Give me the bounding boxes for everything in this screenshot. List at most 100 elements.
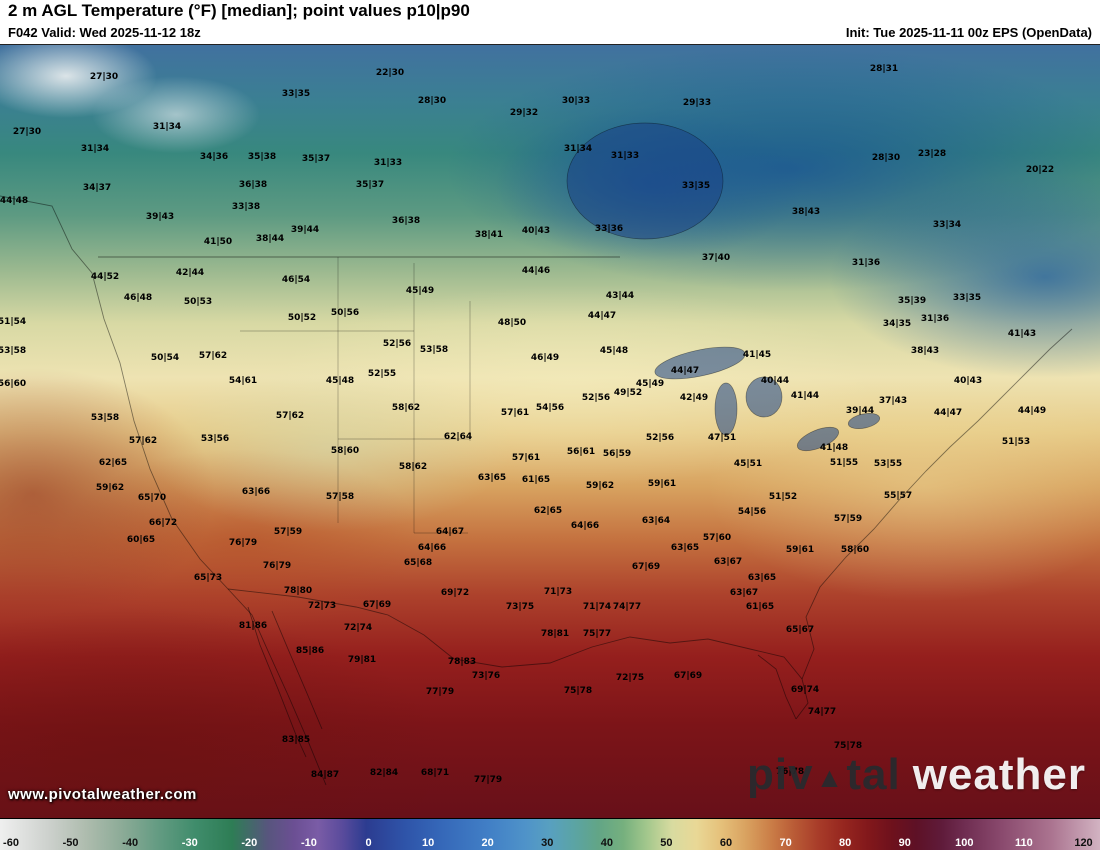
point-value-label: 38|43	[910, 346, 940, 356]
colorbar-tick-label: 90	[898, 837, 911, 849]
point-value-label: 74|77	[612, 602, 642, 612]
point-value-label: 47|51	[707, 433, 737, 443]
point-value-label: 34|36	[199, 152, 229, 162]
point-value-label: 38|44	[255, 234, 285, 244]
point-value-label: 78|83	[447, 657, 477, 667]
point-value-label: 33|35	[281, 89, 311, 99]
point-value-label: 22|30	[375, 68, 405, 78]
point-value-label: 59|61	[785, 545, 815, 555]
point-value-label: 65|70	[137, 493, 167, 503]
point-value-label: 67|69	[673, 671, 703, 681]
point-value-labels-layer: 27|30 22|30 28|31 27|30 33|35 28|30 29|32 30|33…	[0, 45, 1100, 819]
point-value-label: 57|62	[128, 436, 158, 446]
point-value-label: 56|61	[566, 447, 596, 457]
point-value-label: 34|37	[82, 183, 112, 193]
point-value-label: 33|34	[932, 220, 962, 230]
colorbar-tick-label: 50	[660, 837, 673, 849]
point-value-label: 66|72	[148, 518, 178, 528]
point-value-label: 63|65	[747, 573, 777, 583]
point-value-label: 57|61	[500, 408, 530, 418]
point-value-label: 44|49	[1017, 406, 1047, 416]
colorbar-tick-label: 100	[955, 837, 974, 849]
point-value-label: 45|51	[733, 459, 763, 469]
point-value-label: 44|47	[587, 311, 617, 321]
point-value-label: 53|58	[0, 346, 27, 356]
colorbar-tick-label: 0	[365, 837, 372, 849]
point-value-label: 31|34	[80, 144, 110, 154]
point-value-label: 79|81	[347, 655, 377, 665]
point-value-label: 76|78	[775, 767, 805, 777]
point-value-label: 54|56	[737, 507, 767, 517]
point-value-label: 36|38	[238, 180, 268, 190]
point-value-label: 45|49	[405, 286, 435, 296]
point-value-label: 45|48	[599, 346, 629, 356]
point-value-label: 67|69	[362, 600, 392, 610]
point-value-label: 28|30	[417, 96, 447, 106]
point-value-label: 51|52	[768, 492, 798, 502]
point-value-label: 65|73	[193, 573, 223, 583]
point-value-label: 53|58	[419, 345, 449, 355]
point-value-label: 35|37	[301, 154, 331, 164]
point-value-label: 41|45	[742, 350, 772, 360]
point-value-label: 71|73	[543, 587, 573, 597]
colorbar-tick-label: 110	[1015, 837, 1033, 849]
point-value-label: 77|79	[425, 687, 455, 697]
point-value-label: 44|47	[933, 408, 963, 418]
point-value-label: 23|28	[917, 149, 947, 159]
point-value-label: 81|86	[238, 621, 268, 631]
point-value-label: 44|47	[670, 366, 700, 376]
point-value-label: 64|66	[417, 543, 447, 553]
point-value-label: 43|44	[605, 291, 635, 301]
point-value-label: 63|66	[241, 487, 271, 497]
point-value-label: 84|87	[310, 770, 340, 780]
colorbar-gradient	[0, 819, 1100, 850]
point-value-label: 62|65	[533, 506, 563, 516]
temperature-map: 27|30 22|30 28|31 27|30 33|35 28|30 29|32 30|33…	[0, 44, 1100, 819]
point-value-label: 40|43	[953, 376, 983, 386]
point-value-label: 30|33	[561, 96, 591, 106]
point-value-label: 42|44	[175, 268, 205, 278]
point-value-label: 41|50	[203, 237, 233, 247]
point-value-label: 75|78	[563, 686, 593, 696]
point-value-label: 45|49	[635, 379, 665, 389]
point-value-label: 65|67	[785, 625, 815, 635]
point-value-label: 48|50	[497, 318, 527, 328]
point-value-label: 63|67	[729, 588, 759, 598]
page-title: 2 m AGL Temperature (°F) [median]; point…	[8, 1, 470, 20]
point-value-label: 77|79	[473, 775, 503, 785]
logo-word-weather: weather	[912, 750, 1086, 799]
point-value-label: 68|71	[420, 768, 450, 778]
temperature-colorbar: -60 -50 -40 -30 -20 -10 0 10 20 30 40 50 60 70 80 90 100…	[0, 818, 1100, 850]
point-value-label: 52|56	[645, 433, 675, 443]
watermark-url: www.pivotalweather.com	[8, 786, 197, 803]
point-value-label: 82|84	[369, 768, 399, 778]
colorbar-tick-label: 40	[600, 837, 613, 849]
point-value-label: 46|49	[530, 353, 560, 363]
point-value-label: 57|62	[275, 411, 305, 421]
point-value-label: 62|65	[98, 458, 128, 468]
colorbar-tick-label: -50	[62, 837, 79, 849]
point-value-label: 27|30	[12, 127, 42, 137]
point-value-label: 45|48	[325, 376, 355, 386]
point-value-label: 31|33	[373, 158, 403, 168]
temperature-fill-field	[0, 45, 1100, 819]
point-value-label: 51|54	[0, 317, 27, 327]
init-time-label: Init: Tue 2025-11-11 00z EPS (OpenData)	[845, 25, 1092, 40]
point-value-label: 31|36	[851, 258, 881, 268]
point-value-label: 37|40	[701, 253, 731, 263]
point-value-label: 33|35	[681, 181, 711, 191]
point-value-label: 71|74	[582, 602, 612, 612]
point-value-label: 52|56	[382, 339, 412, 349]
point-value-label: 44|48	[0, 196, 29, 206]
point-value-label: 59|61	[647, 479, 677, 489]
point-value-label: 29|32	[509, 108, 539, 118]
point-value-label: 61|65	[521, 475, 551, 485]
point-value-label: 63|67	[713, 557, 743, 567]
point-value-label: 74|77	[807, 707, 837, 717]
point-value-label: 27|30	[89, 72, 119, 82]
point-value-label: 41|48	[819, 443, 849, 453]
point-value-label: 40|43	[521, 226, 551, 236]
point-value-label: 58|62	[391, 403, 421, 413]
colorbar-tick-label: 70	[779, 837, 792, 849]
